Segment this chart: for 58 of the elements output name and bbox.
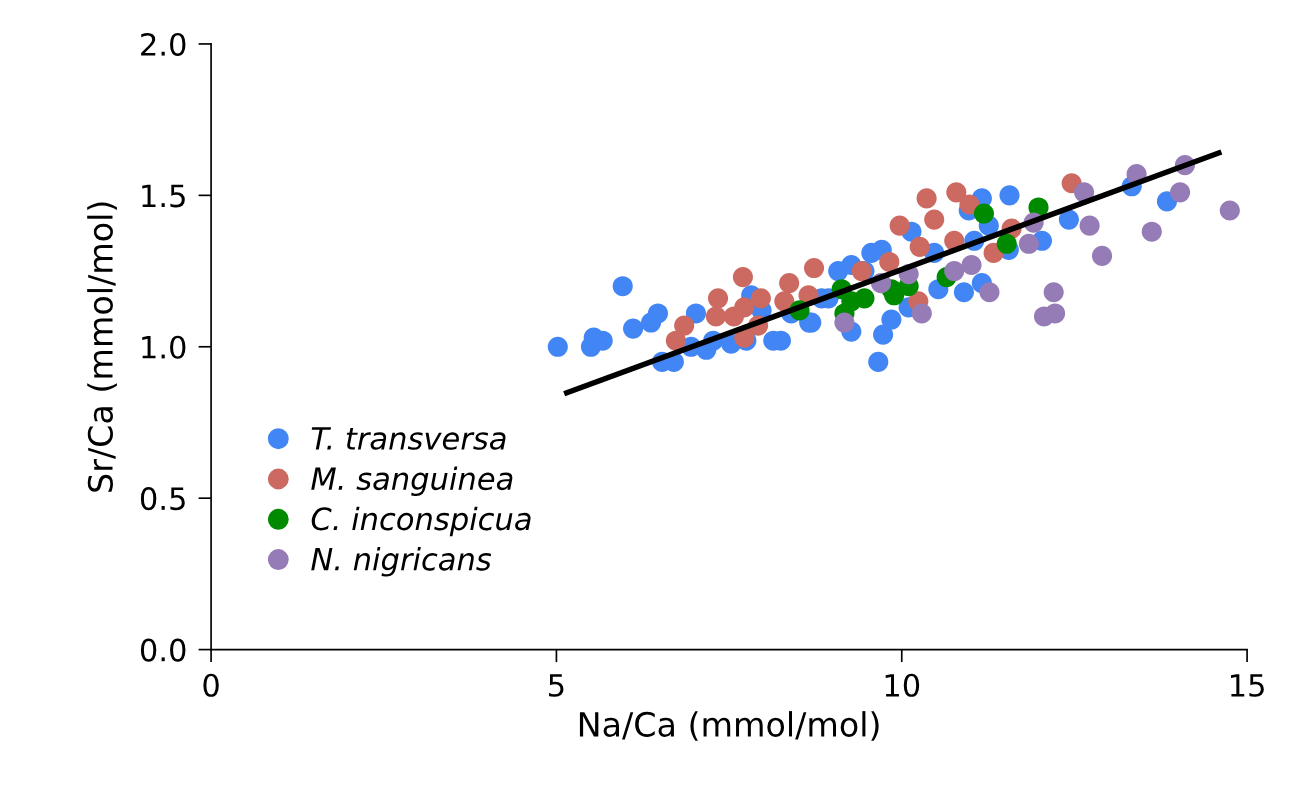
point [1141,221,1162,242]
x-tick-label: 10 [885,673,920,697]
y-tick-label: 0.5 [140,487,185,511]
point [909,236,930,257]
point [665,330,686,351]
point [1079,215,1100,236]
y-tick-label: 1.5 [142,184,185,208]
point [1043,282,1064,303]
legend-label: T. transversa [311,427,506,450]
point [973,203,995,224]
legend-label: N. nigricans [311,547,492,577]
point [1091,245,1113,266]
point [623,318,644,339]
point [999,185,1020,206]
point [889,215,910,236]
y-tick-label: 1.0 [142,335,186,359]
x-tick-label: 15 [1231,674,1264,697]
point [996,233,1017,254]
point [854,288,875,309]
point [1219,200,1240,221]
point [707,288,729,309]
point [834,312,855,333]
point [979,282,1000,303]
point [750,288,771,309]
point [916,188,937,209]
point [685,303,706,324]
x-axis-title: Na/Ca (mmol/mol) [579,711,879,741]
point [705,306,727,327]
point [911,303,932,324]
point [953,282,974,303]
point [959,194,980,215]
point [732,267,753,288]
point [879,251,900,273]
point [946,182,967,203]
y-tick-label: 0.0 [140,638,186,662]
point [944,261,965,282]
point [873,324,894,345]
y-tick-label: 2.0 [141,32,186,56]
y-axis-title: Sr/Ca (mmol/mol) [87,202,117,492]
point [961,254,982,276]
legend-label: C. inconspicua [311,506,531,537]
point [547,336,568,357]
point [924,209,945,230]
point [881,309,902,330]
point [612,276,633,297]
point [803,257,825,279]
point [1018,233,1039,254]
legend-label: M. sanguinea [311,466,513,497]
point [647,303,669,324]
x-tick-label: 0 [203,673,219,697]
x-tick-label: 5 [549,674,564,697]
point [868,351,889,372]
point [779,273,800,294]
point [1170,182,1191,203]
point [1058,209,1079,230]
point [1045,303,1066,324]
point [674,315,695,336]
point [734,297,755,318]
